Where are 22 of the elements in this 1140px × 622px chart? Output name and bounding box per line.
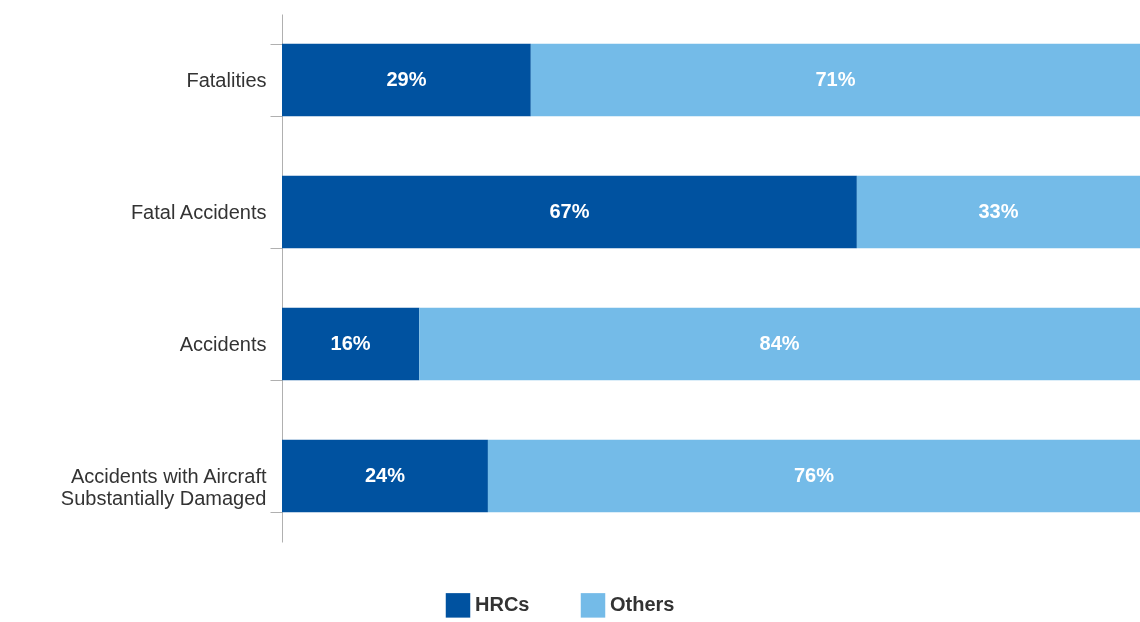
bar xyxy=(282,175,857,249)
bar xyxy=(282,43,531,117)
bar xyxy=(282,307,420,381)
data-label: 29% xyxy=(386,68,427,90)
bar xyxy=(856,175,1140,249)
data-label: 33% xyxy=(978,200,1019,222)
data-label: 67% xyxy=(549,200,590,222)
bar xyxy=(419,307,1140,381)
y-tick-label: Fatal Accidents xyxy=(130,200,267,223)
y-tick-label: Accidents xyxy=(179,332,267,355)
data-label: 24% xyxy=(364,464,406,486)
bar xyxy=(282,439,488,513)
legend-label: Others xyxy=(610,593,675,616)
y-tick-label: Accidents with Aircraft Substantially Damaged xyxy=(60,464,267,509)
data-label: 71% xyxy=(815,68,856,90)
data-label: 84% xyxy=(759,332,800,354)
data-label: 76% xyxy=(793,464,835,486)
data-label: 16% xyxy=(330,332,371,354)
bar xyxy=(487,439,1140,513)
legend-label: HRCs xyxy=(475,593,530,616)
y-tick-label: Fatalities xyxy=(186,68,267,91)
bar xyxy=(530,43,1140,117)
